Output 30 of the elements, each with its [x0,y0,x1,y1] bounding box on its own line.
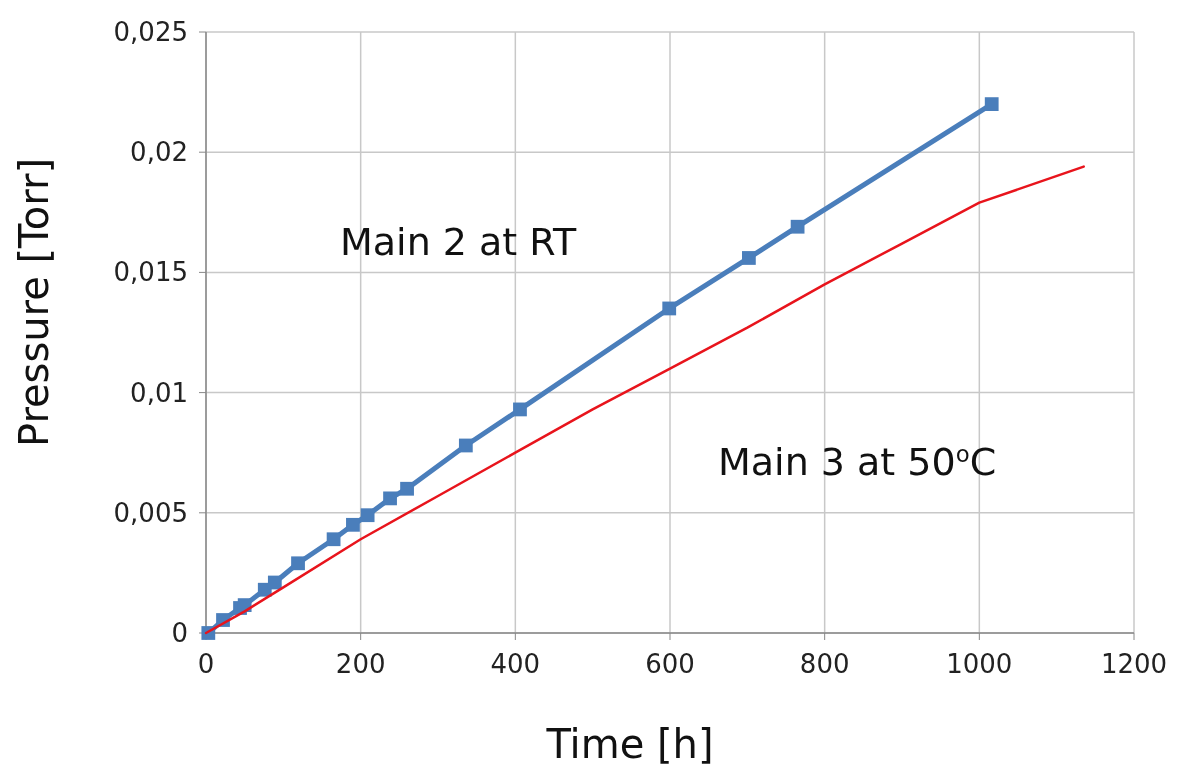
x-tick-label: 200 [335,649,386,679]
annotation: Main 3 at 50$^{o}$C [718,440,997,484]
y-tick-label: 0,025 [113,17,188,47]
point [267,575,282,590]
point [984,97,999,112]
x-tick-label: 400 [490,649,541,679]
x-axis-title: Time [h] [545,721,714,767]
y-tick-label: 0,01 [130,377,188,408]
point [291,556,305,571]
point [741,251,756,265]
x-tick-label: 1200 [1100,649,1168,679]
point [790,219,805,234]
y-axis-title: Pressure [Torr] [11,157,57,448]
point [346,517,360,532]
x-tick-label: 0 [197,649,215,679]
point [513,402,527,417]
point [662,301,677,316]
x-tick-label: 800 [799,649,850,679]
y-tick-label: 0,015 [113,257,188,288]
point [400,481,414,496]
y-tick-label: 0 [171,618,188,648]
y-tick-label: 0,005 [113,497,188,528]
y-tick-label: 0,02 [130,137,188,168]
point [458,438,473,453]
point [360,508,375,523]
point [326,532,341,547]
x-tick-label: 1000 [946,649,1013,679]
annotation: Main 2 at RT [340,220,577,264]
x-tick-label: 600 [645,649,695,679]
point [383,491,397,506]
